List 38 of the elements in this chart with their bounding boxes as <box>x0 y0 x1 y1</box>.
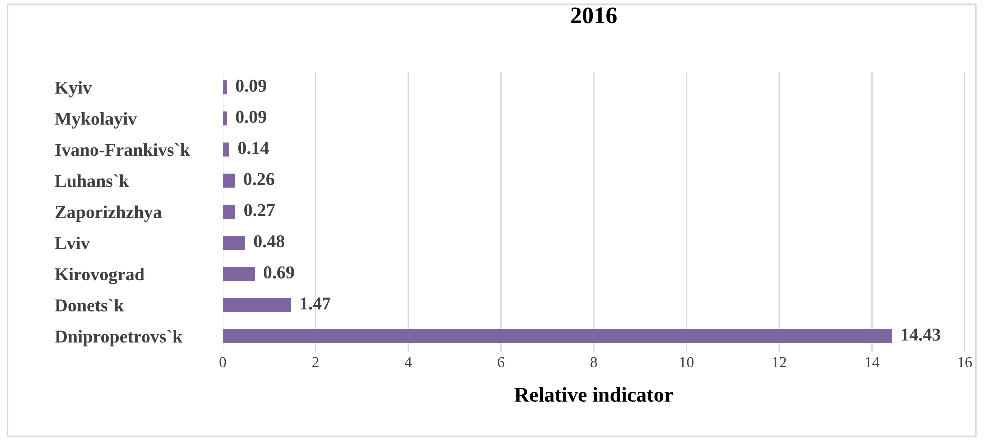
bar <box>223 298 292 312</box>
x-axis-title: Relative indicator <box>514 387 674 402</box>
bar <box>223 267 255 282</box>
data-label: 1.47 <box>300 298 331 310</box>
y-tick-label: Kirovograd <box>55 268 145 284</box>
bar <box>223 174 236 188</box>
bar <box>223 142 230 157</box>
x-tick-label: 6 <box>498 357 505 368</box>
chart-title: 2016 <box>571 8 617 24</box>
x-tick-label: 4 <box>404 357 412 368</box>
x-tick-label: 2 <box>312 357 319 368</box>
data-label: 0.26 <box>244 173 274 186</box>
y-tick-label: Kyiv <box>55 81 92 98</box>
data-label: 0.09 <box>236 111 266 124</box>
data-label: 0.48 <box>254 235 285 248</box>
bar <box>223 329 892 344</box>
x-tick-label: 10 <box>680 357 694 368</box>
y-tick-label: Dnipropetrovs`k <box>55 330 183 347</box>
bar <box>223 236 246 250</box>
bar <box>223 80 228 95</box>
y-tick-label: Luhans`k <box>55 174 130 188</box>
x-tick-label: 14 <box>866 357 880 368</box>
x-tick-label: 12 <box>773 357 786 368</box>
data-label: 0.69 <box>264 266 294 279</box>
x-tick-label: 8 <box>590 357 598 368</box>
data-label: 0.27 <box>244 204 276 217</box>
bar <box>223 205 236 219</box>
y-tick-label: Zaporizhzhya <box>56 206 162 222</box>
y-tick-label: Donets`k <box>55 299 124 312</box>
x-tick-label: 0 <box>220 357 226 368</box>
x-tick-label: 16 <box>958 357 972 368</box>
y-tick-label: Lviv <box>55 236 90 250</box>
y-tick-label: Mykolayiv <box>55 112 138 129</box>
data-label: 0.14 <box>238 142 270 154</box>
data-label: 14.43 <box>902 328 941 342</box>
data-label: 0.09 <box>236 80 266 92</box>
y-tick-label: Ivano-Frankivs`k <box>56 143 190 156</box>
bar <box>223 112 228 126</box>
